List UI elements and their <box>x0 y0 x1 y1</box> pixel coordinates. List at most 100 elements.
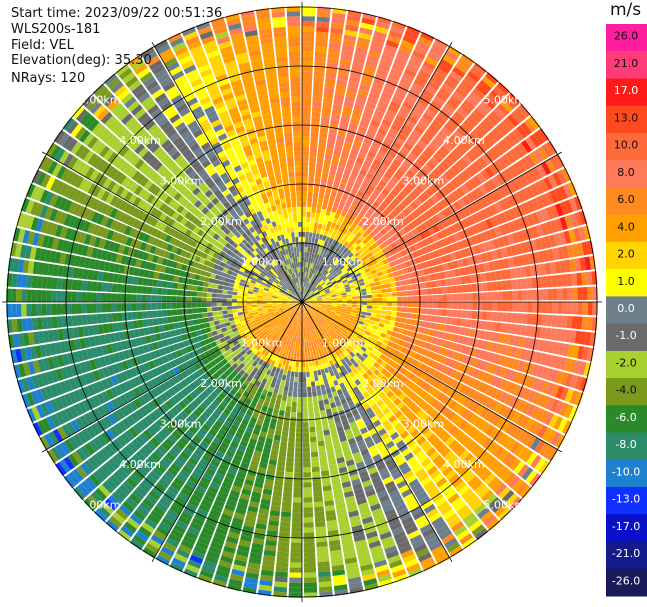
range-gate-cell <box>357 298 363 302</box>
range-gate-cell <box>368 445 378 453</box>
range-gate-cell <box>501 184 512 196</box>
range-gate-cell <box>379 265 386 271</box>
range-gate-cell <box>310 441 318 448</box>
range-gate-cell <box>375 196 384 204</box>
range-gate-cell <box>308 278 311 284</box>
range-gate-cell <box>322 299 327 301</box>
range-gate-cell <box>437 382 446 392</box>
range-gate-cell <box>445 387 454 397</box>
range-gate-cell <box>435 338 443 346</box>
range-gate-cell <box>456 504 470 516</box>
range-gate-cell <box>511 232 520 244</box>
range-gate-cell <box>472 87 486 100</box>
range-gate-cell <box>355 46 368 55</box>
range-gate-cell <box>509 424 520 438</box>
range-gate-cell <box>332 333 338 339</box>
range-gate-cell <box>302 71 313 77</box>
range-gate-cell <box>341 267 347 273</box>
range-gate-cell <box>375 285 382 290</box>
range-gate-cell <box>479 121 491 133</box>
range-gate-cell <box>338 226 345 233</box>
range-gate-cell <box>341 322 347 327</box>
range-gate-cell <box>380 200 389 209</box>
range-gate-cell <box>450 149 462 160</box>
range-gate-cell <box>324 367 329 374</box>
range-gate-cell <box>375 105 387 114</box>
range-gate-cell <box>324 87 335 94</box>
range-gate-cell <box>357 323 363 329</box>
range-gate-cell <box>398 461 409 471</box>
range-gate-cell <box>330 270 336 275</box>
range-gate-cell <box>445 278 452 286</box>
range-gate-cell <box>394 475 405 485</box>
range-gate-cell <box>330 22 344 30</box>
range-gate-cell <box>512 302 518 312</box>
range-gate-cell <box>315 46 327 53</box>
range-gate-cell <box>552 247 560 261</box>
range-gate-cell <box>353 413 362 421</box>
range-gate-cell <box>353 217 361 225</box>
range-gate-cell <box>316 202 323 209</box>
range-gate-cell <box>584 331 592 346</box>
range-gate-cell <box>352 386 360 393</box>
range-gate-cell <box>377 63 391 72</box>
range-gate-cell <box>306 211 311 218</box>
range-gate-cell <box>315 270 320 276</box>
range-gate-cell <box>405 318 411 325</box>
range-gate-cell <box>485 150 496 163</box>
range-gate-cell <box>536 365 545 378</box>
range-gate-cell <box>349 246 355 252</box>
range-gate-cell <box>576 316 583 330</box>
range-gate-cell <box>549 234 557 248</box>
range-gate-cell <box>314 323 319 328</box>
range-gate-cell <box>481 489 494 502</box>
range-gate-cell <box>308 176 315 183</box>
range-gate-cell <box>474 187 484 198</box>
range-gate-cell <box>376 380 384 388</box>
range-gate-cell <box>421 246 429 255</box>
range-gate-cell <box>393 118 404 128</box>
range-gate-cell <box>483 97 496 110</box>
range-gate-cell <box>553 233 562 246</box>
range-gate-cell <box>303 287 305 293</box>
range-gate-cell <box>479 231 488 242</box>
range-gate-cell <box>395 264 402 271</box>
range-gate-cell <box>523 171 534 185</box>
range-gate-cell <box>348 252 354 258</box>
range-gate-cell <box>370 269 377 275</box>
range-gate-cell <box>336 297 342 300</box>
range-gate-cell <box>302 201 307 207</box>
range-gate-cell <box>302 101 312 107</box>
range-gate-cell <box>321 330 326 336</box>
range-gate-cell <box>498 199 508 211</box>
range-gate-cell <box>296 427 302 433</box>
range-gate-cell <box>372 355 380 362</box>
range-gate-cell <box>476 172 487 184</box>
range-gate-cell <box>279 405 286 411</box>
range-gate-cell <box>422 561 437 572</box>
range-gate-cell <box>339 333 345 339</box>
range-gate-cell <box>378 192 387 201</box>
range-gate-cell <box>486 93 500 106</box>
range-gate-cell <box>444 537 458 549</box>
range-gate-cell <box>283 486 293 493</box>
range-gate-cell <box>304 293 308 298</box>
range-gate-cell <box>331 280 337 285</box>
range-gate-cell <box>531 364 540 377</box>
range-gate-cell <box>296 356 300 363</box>
range-gate-cell <box>499 379 508 391</box>
range-gate-cell <box>322 323 327 328</box>
range-gate-cell <box>386 512 398 522</box>
range-gate-cell <box>495 173 506 186</box>
range-gate-cell <box>384 196 392 205</box>
range-gate-cell <box>340 358 347 365</box>
range-gate-cell <box>321 470 330 477</box>
range-gate-cell <box>544 191 555 205</box>
range-gate-cell <box>476 283 483 292</box>
range-gate-cell <box>366 251 374 258</box>
range-gate-cell <box>577 302 583 315</box>
range-gate-cell <box>471 224 480 235</box>
range-gate-cell <box>317 152 325 159</box>
range-gate-cell <box>335 291 342 295</box>
range-gate-cell <box>352 242 359 249</box>
